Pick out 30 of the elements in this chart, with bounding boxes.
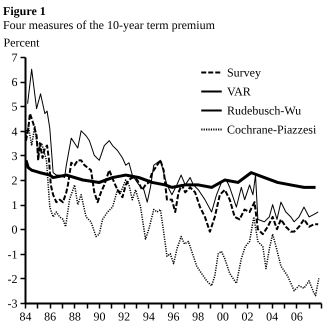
x-tick-label: 86 <box>44 310 56 324</box>
x-tick-label: 04 <box>266 310 278 324</box>
y-tick-label: 5 <box>12 100 18 114</box>
chart-title: Figure 1 <box>3 4 46 18</box>
y-tick-label: 4 <box>12 124 18 138</box>
y-tick-label: 1 <box>12 198 18 212</box>
y-tick-label: -1 <box>8 247 18 262</box>
y-tick-label: 3 <box>12 148 18 163</box>
x-tick-label: 92 <box>118 310 130 324</box>
x-tick-label: 96 <box>168 310 180 324</box>
x-tick-label: 84 <box>20 310 32 324</box>
legend-label: Rudebusch-Wu <box>227 104 302 118</box>
x-tick-label: 06 <box>290 310 303 324</box>
y-axis-title: Percent <box>4 36 40 50</box>
x-tick-label: 00 <box>216 310 229 324</box>
y-tick-label: -3 <box>8 296 18 310</box>
y-tick-label: -2 <box>8 272 18 286</box>
x-tick-label: 90 <box>94 310 106 324</box>
y-tick-label: 6 <box>12 75 18 90</box>
x-tick-label: 02 <box>242 310 254 324</box>
legend-label: Survey <box>227 66 261 80</box>
y-tick-label: 7 <box>12 50 18 64</box>
x-tick-label: 98 <box>192 310 204 324</box>
x-tick-label: 88 <box>68 310 81 324</box>
legend-label: Cochrane-Piazzesi <box>227 122 317 136</box>
chart-subtitle: Four measures of the 10-year term premium <box>3 18 216 32</box>
x-tick-label: 94 <box>142 310 155 324</box>
y-tick-label: 0 <box>12 222 18 237</box>
legend-label: VAR <box>227 84 251 98</box>
y-tick-label: 2 <box>12 174 18 188</box>
